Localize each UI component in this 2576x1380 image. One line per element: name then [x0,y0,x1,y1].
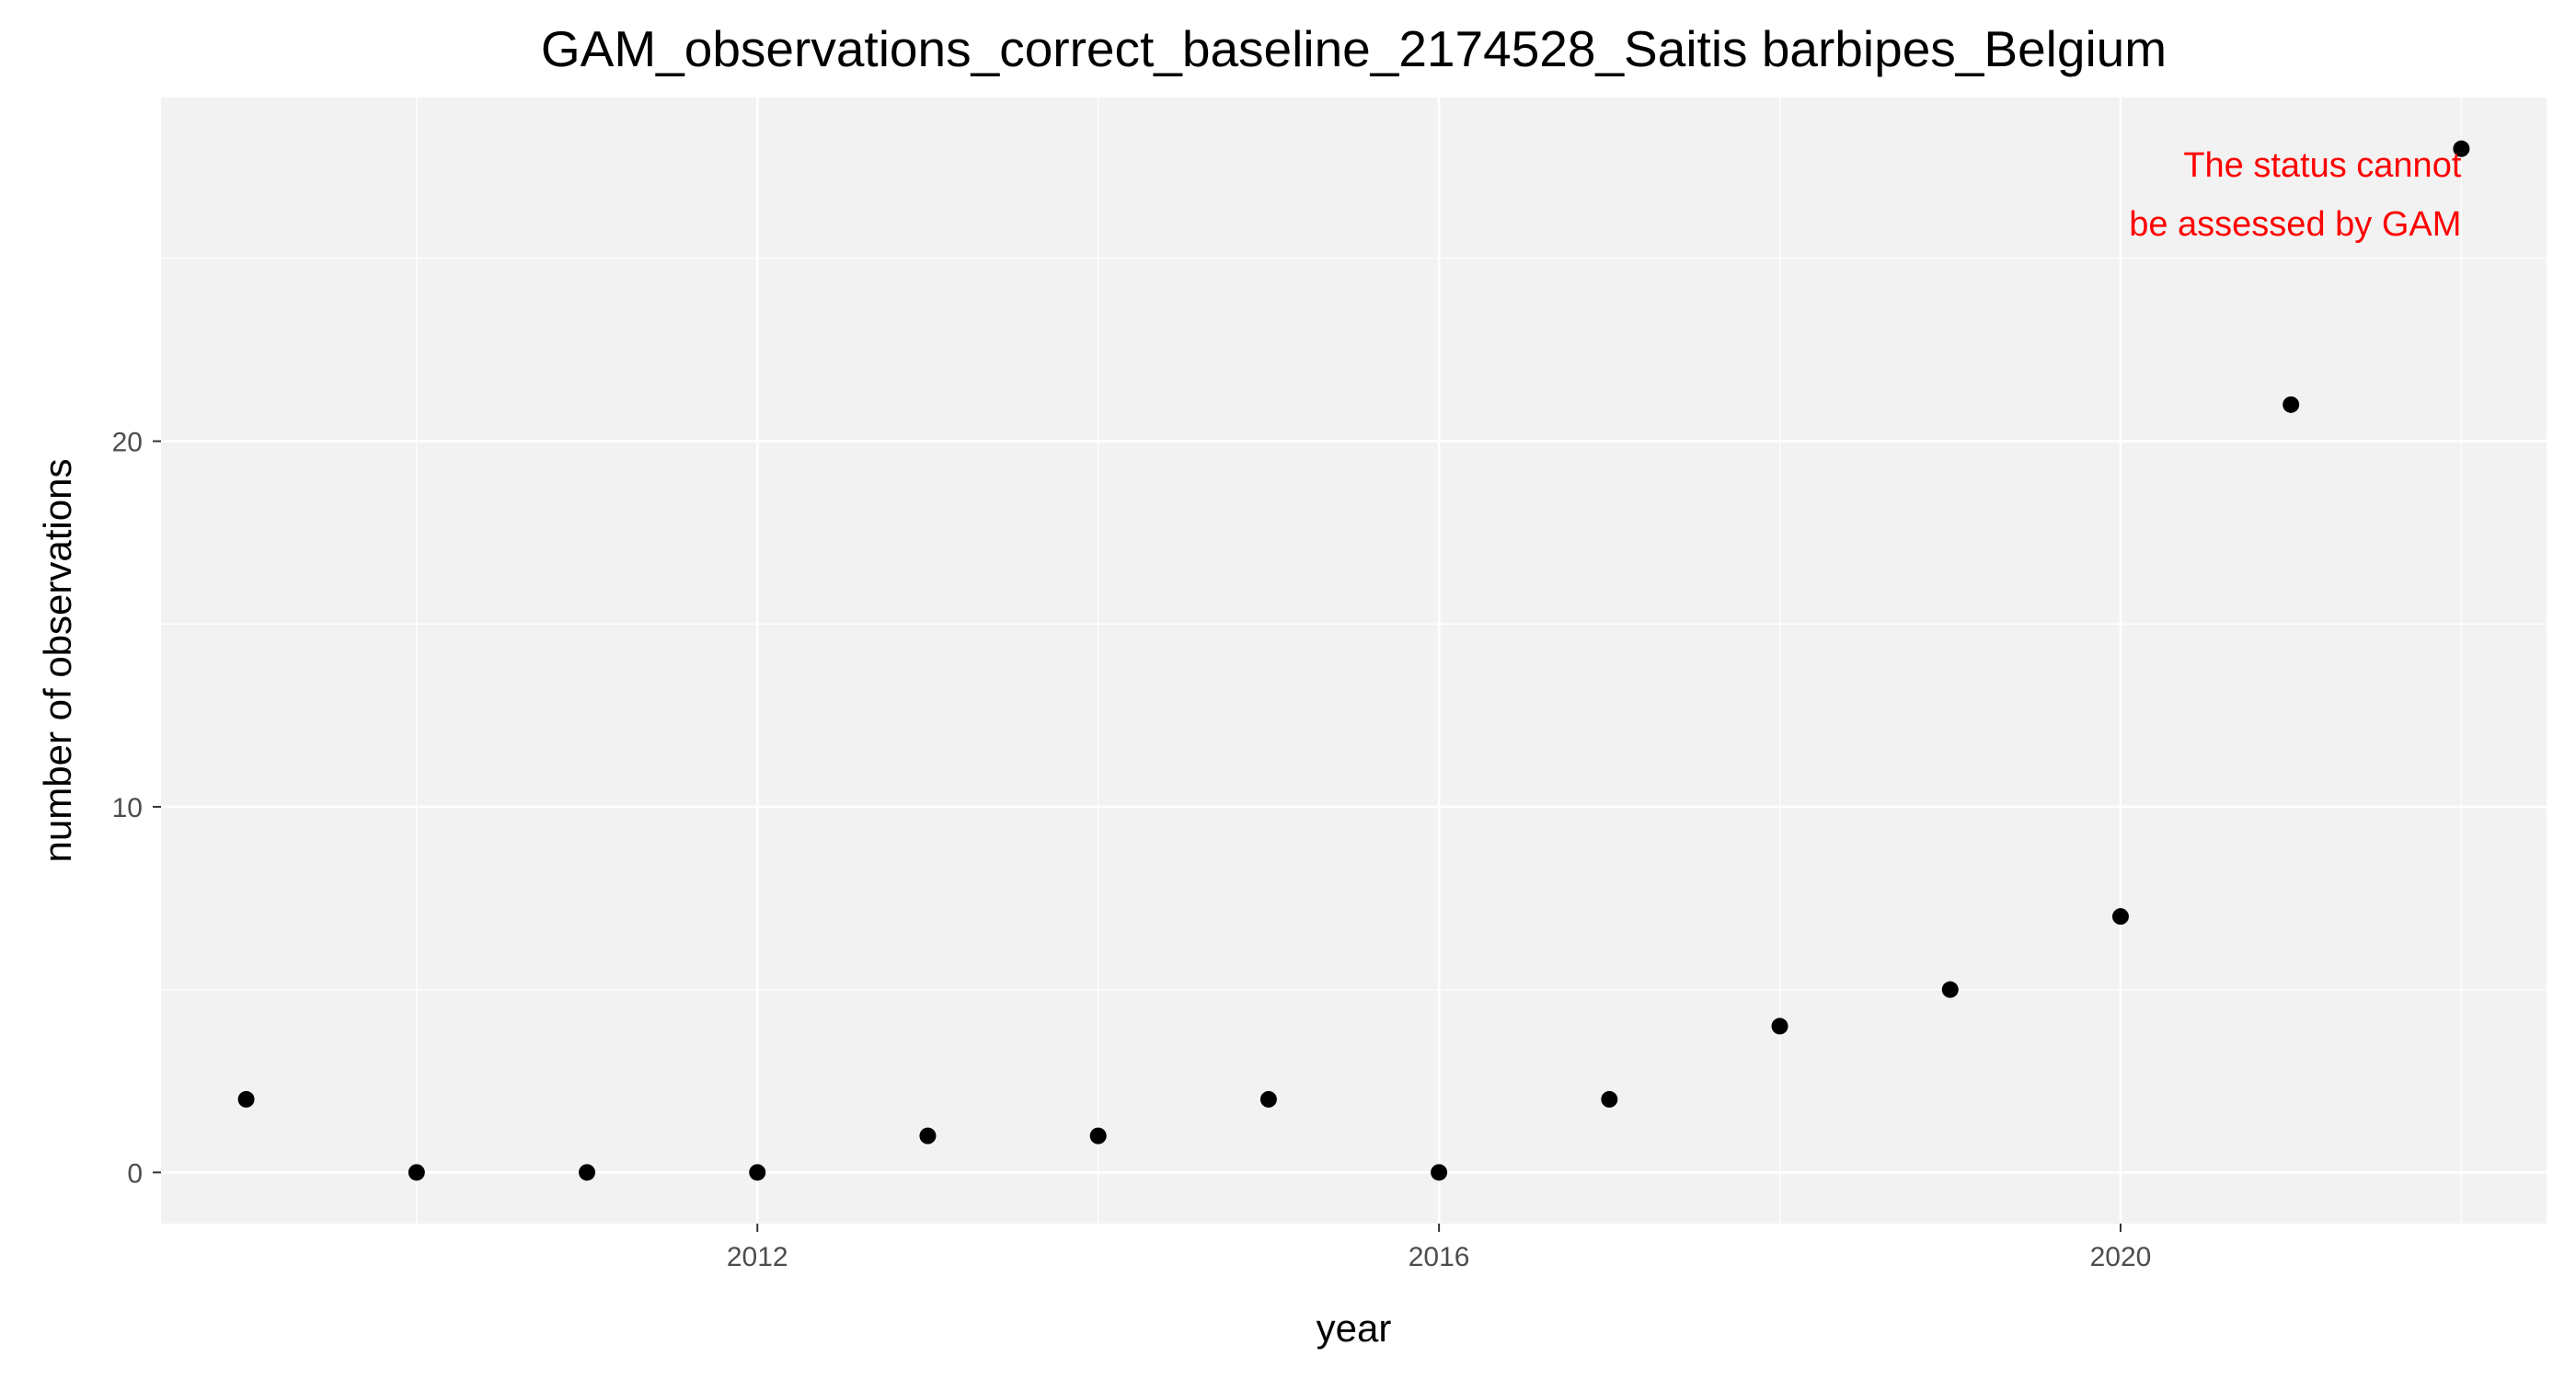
data-point [579,1164,596,1181]
minor-gridlines [161,98,2547,1224]
y-axis-title: number of observations [36,459,79,863]
data-point [2453,140,2470,157]
y-tick-label: 10 [112,793,143,823]
status-annotation: The status cannot be assessed by GAM [2129,146,2462,244]
data-point [1089,1127,1107,1144]
data-point [1259,1090,1277,1108]
data-point [408,1164,425,1181]
x-tick-label: 2012 [727,1242,788,1272]
data-point [919,1127,937,1144]
data-point [1941,981,1959,998]
x-axis-ticks: 2012 2016 2020 [727,1224,2151,1272]
chart-title: GAM_observations_correct_baseline_217452… [541,20,2167,77]
plot-panel [161,98,2547,1224]
major-gridlines [161,98,2547,1224]
y-axis-ticks: 0 10 20 [112,428,161,1189]
data-point [237,1090,255,1108]
data-point [2111,908,2129,926]
annotation-line-1: The status cannot [2183,146,2462,185]
x-tick-label: 2016 [1409,1242,1470,1272]
y-tick-label: 0 [127,1158,143,1189]
data-point [2283,396,2300,413]
data-points [237,140,2470,1181]
data-point [1601,1090,1618,1108]
x-axis-title: year [1317,1306,1392,1350]
data-point [749,1164,766,1181]
data-point [1771,1018,1788,1035]
data-point [1431,1164,1448,1181]
x-tick-label: 2020 [2090,1242,2152,1272]
y-tick-label: 20 [112,428,143,458]
annotation-line-2: be assessed by GAM [2129,205,2461,244]
